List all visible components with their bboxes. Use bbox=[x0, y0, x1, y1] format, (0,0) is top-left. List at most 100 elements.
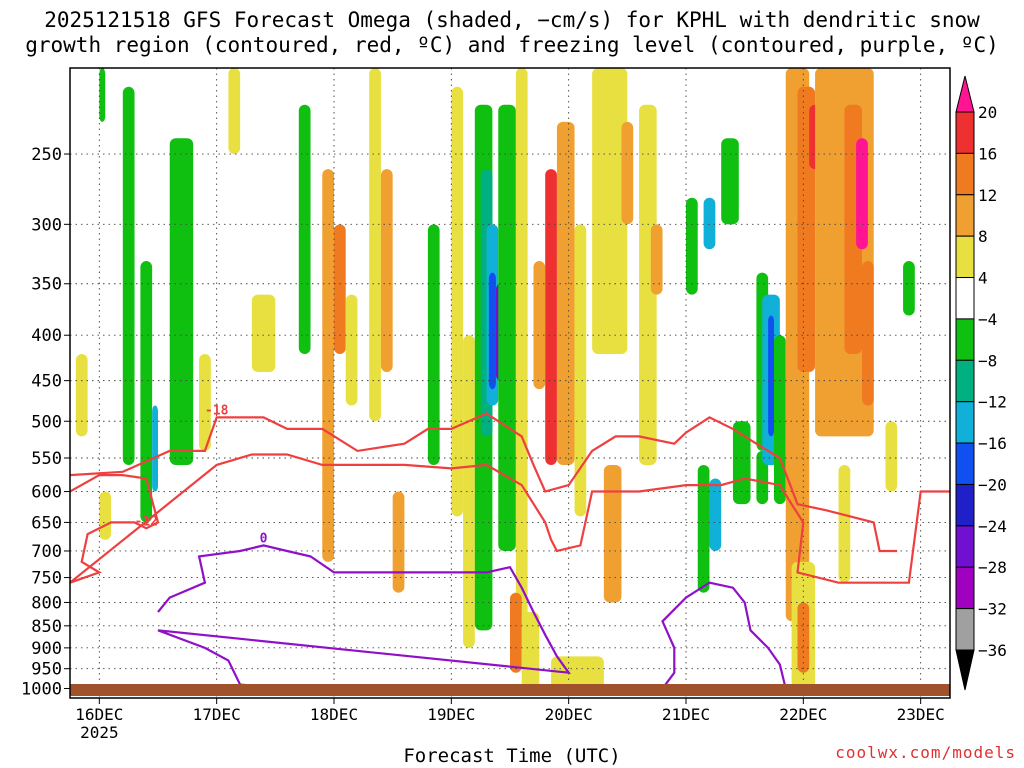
y-tick-label: 550 bbox=[31, 449, 62, 469]
omega-shade-cell bbox=[533, 261, 546, 390]
omega-shade-cell bbox=[498, 104, 516, 551]
colorbar-segment bbox=[955, 194, 975, 237]
omega-shade-cell bbox=[862, 261, 874, 406]
y-tick-label: 900 bbox=[31, 639, 62, 659]
y-tick-label: 400 bbox=[31, 326, 62, 346]
omega-shade-cell bbox=[703, 197, 716, 250]
y-tick-label: 450 bbox=[31, 372, 62, 392]
colorbar-label: −32 bbox=[978, 600, 1007, 619]
x-tick-label: 17DEC bbox=[193, 705, 241, 724]
y-tick-label: 850 bbox=[31, 617, 62, 637]
omega-shade-cell bbox=[885, 421, 898, 492]
colorbar-label: 4 bbox=[978, 269, 988, 288]
x-tick-label: 18DEC bbox=[310, 705, 358, 724]
omega-shade-cell bbox=[603, 464, 622, 603]
omega-shade-cell bbox=[140, 261, 153, 523]
colorbar-segment bbox=[955, 235, 975, 279]
omega-shade-cell bbox=[774, 335, 786, 505]
colorbar-label: −20 bbox=[978, 475, 1007, 494]
omega-shade-cell bbox=[574, 224, 587, 517]
omega-shade-cell bbox=[768, 315, 774, 437]
y-tick-label: 650 bbox=[31, 513, 62, 533]
plot-frame bbox=[69, 67, 951, 699]
colorbar-segment bbox=[955, 442, 975, 485]
x-tick-label: 16DEC bbox=[75, 705, 123, 724]
omega-shade-cell bbox=[903, 261, 915, 316]
colorbar-label: 16 bbox=[978, 144, 997, 163]
colorbar-label: −4 bbox=[978, 310, 997, 329]
omega-shade-cell bbox=[515, 68, 528, 648]
y-tick-label: 700 bbox=[31, 542, 62, 562]
omega-shade-cell bbox=[639, 104, 657, 465]
colorbar-label: 8 bbox=[978, 227, 988, 246]
omega-shade-cell bbox=[427, 224, 440, 465]
omega-shade-cell bbox=[686, 197, 698, 295]
colorbar-segment bbox=[955, 608, 975, 651]
colorbar-label: 12 bbox=[978, 186, 997, 205]
omega-shade-cell bbox=[592, 68, 628, 355]
contour--18 bbox=[70, 412, 898, 553]
omega-shade-cell bbox=[732, 421, 751, 505]
omega-shade-cell bbox=[152, 405, 158, 492]
colorbar-label: −8 bbox=[978, 351, 997, 370]
omega-shade-cell bbox=[551, 656, 604, 689]
omega-shade-cell bbox=[451, 86, 464, 517]
y-tick-label: 800 bbox=[31, 593, 62, 613]
credit-link[interactable]: coolwx.com/models bbox=[835, 743, 1016, 762]
contour--12 bbox=[70, 453, 950, 584]
omega-shade-cell bbox=[298, 104, 311, 355]
omega-shade-cell bbox=[556, 121, 575, 465]
omega-shade-cell bbox=[228, 68, 241, 155]
contour-0 bbox=[157, 544, 787, 690]
omega-shade-cell bbox=[521, 611, 540, 689]
omega-shade-cell bbox=[99, 68, 106, 122]
colorbar-segment bbox=[955, 566, 975, 610]
contour-label: -18 bbox=[205, 403, 229, 418]
x-tick-label: 19DEC bbox=[427, 705, 475, 724]
colorbar-segment bbox=[955, 525, 975, 568]
colorbar-segment bbox=[955, 318, 975, 361]
x-tick-year: 2025 bbox=[80, 723, 119, 742]
omega-shade-cell bbox=[380, 169, 393, 372]
omega-shade-cell bbox=[856, 138, 868, 250]
omega-shade-cell bbox=[709, 478, 722, 551]
omega-shade-cell bbox=[756, 450, 769, 505]
colorbar-segment bbox=[955, 111, 975, 154]
terrain-surface bbox=[70, 684, 950, 696]
omega-shade-cell bbox=[169, 138, 194, 465]
colorbar-label: −24 bbox=[978, 517, 1007, 536]
omega-shade-cell bbox=[199, 354, 211, 451]
x-tick-label: 21DEC bbox=[662, 705, 710, 724]
colorbar-segment bbox=[955, 359, 975, 403]
x-axis-label: Forecast Time (UTC) bbox=[403, 745, 621, 767]
colorbar-label: −16 bbox=[978, 434, 1007, 453]
y-tick-label: 250 bbox=[31, 145, 62, 165]
colorbar-segment bbox=[955, 152, 975, 196]
colorbar-segment bbox=[955, 401, 975, 444]
y-tick-label: 750 bbox=[31, 569, 62, 589]
omega-shade-cell bbox=[838, 464, 851, 583]
y-tick-label: 950 bbox=[31, 660, 62, 680]
omega-shade-cell bbox=[488, 272, 496, 390]
omega-shade-cell bbox=[251, 294, 276, 372]
colorbar-segment bbox=[955, 483, 975, 527]
omega-shade-cell bbox=[545, 169, 557, 465]
y-tick-label: 350 bbox=[31, 275, 62, 295]
omega-shade-cell bbox=[122, 86, 135, 465]
omega-shade-cell bbox=[75, 354, 88, 437]
omega-shade-cell bbox=[369, 68, 381, 422]
chart-title-line1: 2025121518 GFS Forecast Omega (shaded, −… bbox=[44, 8, 980, 32]
y-tick-label: 600 bbox=[31, 483, 62, 503]
omega-shade-cell bbox=[322, 169, 334, 562]
omega-shade-cell bbox=[510, 592, 522, 673]
contour-label: -12 bbox=[135, 514, 158, 529]
colorbar-label: 20 bbox=[978, 103, 997, 122]
colorbar-bottom-arrow bbox=[955, 649, 975, 691]
omega-shade-cell bbox=[463, 335, 475, 648]
y-tick-label: 1000 bbox=[21, 679, 62, 699]
omega-shade-cell bbox=[345, 294, 358, 406]
colorbar-label: −12 bbox=[978, 393, 1007, 412]
omega-shade-cell bbox=[650, 224, 663, 295]
chart-title-line2: growth region (contoured, red, ºC) and f… bbox=[25, 33, 999, 57]
